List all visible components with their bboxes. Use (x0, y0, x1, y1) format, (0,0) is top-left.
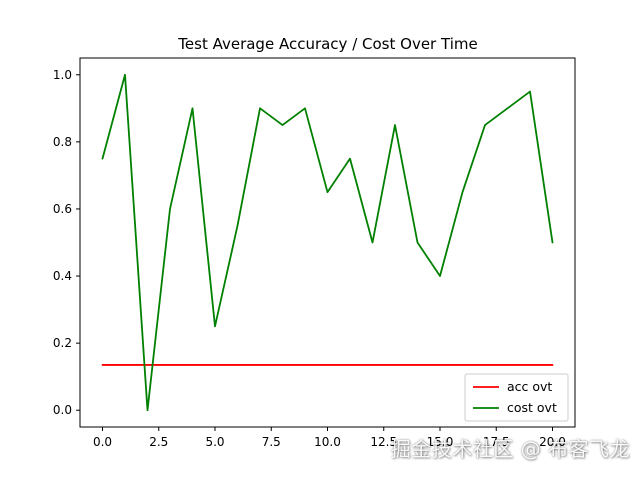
legend-label-0: acc ovt (507, 379, 552, 394)
x-tick-label-7: 17.5 (483, 435, 510, 449)
chart-title: Test Average Accuracy / Cost Over Time (177, 35, 477, 53)
x-tick-label-0: 0.0 (93, 435, 112, 449)
legend-box (464, 373, 569, 422)
legend: acc ovt cost ovt (464, 373, 569, 422)
y-tick-label-1: 0.2 (53, 336, 72, 350)
series-line-1 (101, 73, 554, 412)
x-tick-label-4: 10.0 (314, 435, 341, 449)
y-tick-label-0: 0.0 (53, 403, 72, 417)
x-tick-label-1: 2.5 (149, 435, 168, 449)
y-tick-label-4: 0.8 (53, 135, 72, 149)
y-tick-label-5: 1.0 (53, 68, 72, 82)
x-tick-label-5: 12.5 (370, 435, 397, 449)
legend-label-1: cost ovt (507, 400, 557, 415)
y-tick-label-2: 0.4 (53, 269, 72, 283)
axes-layer: 0.0 2.5 5.0 7.5 10.0 12.5 15.0 17.5 20.0 0.0 0.2 0.… (53, 57, 576, 449)
x-tick-label-8: 20.0 (539, 435, 566, 449)
x-tick-label-2: 5.0 (205, 435, 224, 449)
x-tick-label-6: 15.0 (427, 435, 454, 449)
y-tick-label-3: 0.6 (53, 202, 72, 216)
x-tick-label-3: 7.5 (262, 435, 281, 449)
series-layer (101, 73, 554, 412)
